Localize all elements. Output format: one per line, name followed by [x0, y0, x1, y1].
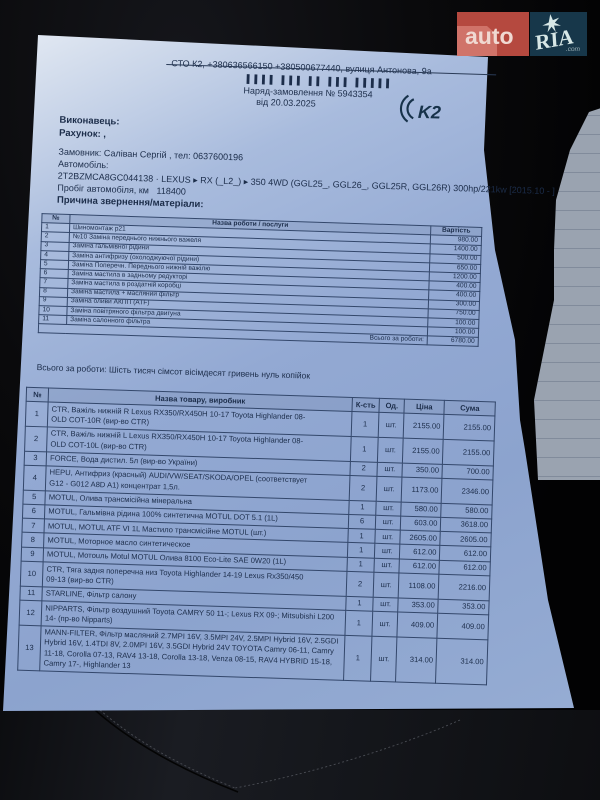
svg-text:K2: K2: [418, 102, 442, 123]
